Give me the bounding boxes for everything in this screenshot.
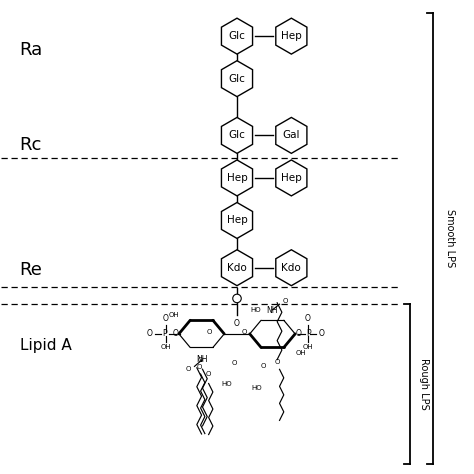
Polygon shape bbox=[221, 118, 253, 154]
Text: O: O bbox=[163, 314, 169, 323]
Polygon shape bbox=[276, 18, 307, 54]
Text: O: O bbox=[206, 328, 212, 335]
Text: HO: HO bbox=[250, 307, 261, 313]
Text: OH: OH bbox=[295, 350, 306, 356]
Circle shape bbox=[233, 294, 241, 303]
Text: O: O bbox=[283, 298, 288, 304]
Text: HO: HO bbox=[222, 381, 232, 386]
Text: O: O bbox=[234, 319, 240, 328]
Text: O: O bbox=[318, 329, 324, 338]
Text: P: P bbox=[163, 329, 167, 338]
Text: O: O bbox=[147, 329, 153, 338]
Text: Gal: Gal bbox=[283, 130, 300, 140]
Text: NH: NH bbox=[267, 306, 278, 315]
Polygon shape bbox=[276, 118, 307, 154]
Text: Glc: Glc bbox=[228, 31, 246, 41]
Text: Rough LPS: Rough LPS bbox=[419, 358, 429, 410]
Polygon shape bbox=[221, 202, 253, 238]
Polygon shape bbox=[276, 160, 307, 196]
Text: Re: Re bbox=[19, 261, 43, 279]
Text: O: O bbox=[173, 329, 179, 338]
Text: NH: NH bbox=[196, 355, 207, 364]
Text: Smooth LPS: Smooth LPS bbox=[445, 209, 455, 267]
Text: Hep: Hep bbox=[281, 31, 302, 41]
Text: OH: OH bbox=[302, 344, 313, 350]
Text: O: O bbox=[186, 366, 191, 372]
Text: OH: OH bbox=[168, 312, 179, 318]
Text: OH: OH bbox=[160, 344, 171, 350]
Text: Glc: Glc bbox=[228, 130, 246, 140]
Polygon shape bbox=[221, 250, 253, 286]
Text: O: O bbox=[260, 363, 266, 369]
Text: Glc: Glc bbox=[228, 73, 246, 84]
Text: O: O bbox=[197, 364, 202, 370]
Text: O: O bbox=[206, 371, 211, 377]
Text: Hep: Hep bbox=[227, 173, 247, 183]
Polygon shape bbox=[221, 61, 253, 97]
Text: P: P bbox=[307, 329, 311, 338]
Text: O: O bbox=[274, 359, 280, 365]
Text: O: O bbox=[295, 329, 301, 338]
Text: HO: HO bbox=[251, 385, 262, 391]
Text: Hep: Hep bbox=[281, 173, 302, 183]
Polygon shape bbox=[221, 18, 253, 54]
Text: Kdo: Kdo bbox=[227, 263, 247, 273]
Text: O: O bbox=[305, 314, 311, 323]
Text: Hep: Hep bbox=[227, 216, 247, 226]
Polygon shape bbox=[221, 160, 253, 196]
Text: O: O bbox=[232, 360, 237, 366]
Text: Kdo: Kdo bbox=[282, 263, 301, 273]
Text: Rc: Rc bbox=[19, 136, 42, 154]
Polygon shape bbox=[276, 250, 307, 286]
Text: O: O bbox=[198, 357, 203, 363]
Text: O: O bbox=[242, 328, 247, 335]
Text: Ra: Ra bbox=[19, 41, 43, 59]
Text: Lipid A: Lipid A bbox=[19, 338, 72, 353]
